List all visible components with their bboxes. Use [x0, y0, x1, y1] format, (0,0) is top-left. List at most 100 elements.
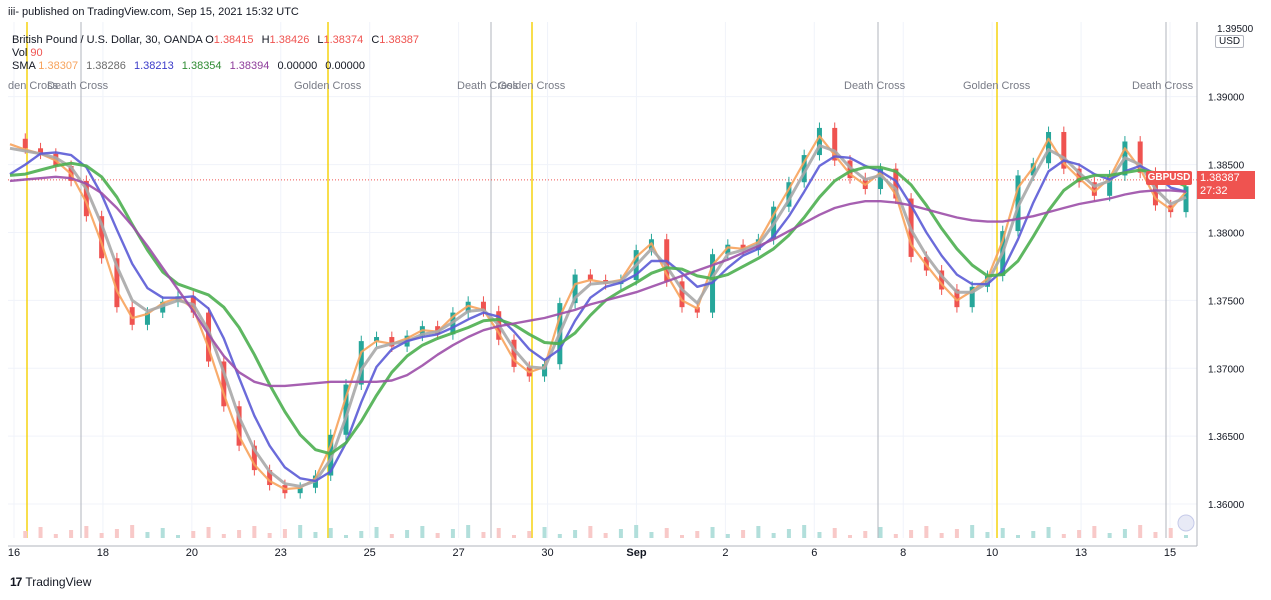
x-tick-label: 16 [8, 547, 20, 559]
volume-bar [557, 534, 562, 538]
candle-body [297, 487, 303, 494]
candle-body [725, 244, 731, 255]
sma-value-1: 1.38307 [38, 60, 79, 72]
volume-bar [1092, 526, 1097, 538]
close-label: C [371, 34, 380, 46]
candle-body [969, 286, 975, 308]
volume-bar [1138, 525, 1143, 538]
candle-body [114, 258, 120, 308]
candle-body [786, 182, 792, 207]
sma-line-5 [9, 175, 1187, 388]
last-price-value: 1.38387 [1200, 172, 1240, 184]
y-tick-label: 1.38000 [1208, 228, 1245, 239]
sma-value-3: 1.38213 [133, 60, 174, 72]
volume-bar [389, 534, 394, 538]
volume-bar [924, 526, 929, 538]
candle-body [878, 168, 884, 190]
candle-body [267, 470, 273, 486]
candle-body [480, 301, 486, 312]
flag-icon [1177, 514, 1195, 532]
candle-body [1046, 131, 1052, 164]
candle-body [358, 341, 364, 385]
volume-bar [695, 531, 700, 538]
volume-bar [512, 535, 516, 538]
x-tick-label: 27 [452, 547, 464, 559]
volume-bar [267, 533, 272, 538]
sma-label[interactable]: SMA [12, 60, 36, 72]
volume-bar [1077, 530, 1082, 538]
volume-bar [863, 531, 868, 538]
volume-bar [1122, 529, 1127, 538]
volume-bar [344, 535, 348, 538]
volume-bar [954, 529, 959, 538]
currency-unit-button[interactable]: USD [1215, 35, 1245, 48]
volume-bar [328, 528, 333, 538]
volume-bar [985, 532, 990, 538]
volume-bar [893, 534, 898, 538]
candle-body [893, 168, 899, 199]
volume-bar [1168, 528, 1173, 538]
cross-marker-label: Death Cross [47, 80, 109, 92]
sma-row: SMA 1.38307 1.38286 1.38213 1.38354 1.38… [12, 60, 424, 73]
candle-body [1107, 175, 1113, 196]
volume-bar [710, 527, 715, 538]
candle-body [939, 270, 945, 290]
open-label: O [205, 34, 214, 46]
volume-bar [618, 529, 623, 538]
volume-bar [206, 527, 211, 538]
volume-bar [786, 529, 791, 538]
cross-marker-label: Death Cross [1132, 80, 1194, 92]
last-price-label: 1.38387 27:32 [1197, 171, 1255, 199]
volume-bar [282, 529, 287, 538]
volume-bar [1184, 535, 1188, 538]
sma-value-4: 1.38354 [181, 60, 222, 72]
bar-countdown: 27:32 [1200, 185, 1228, 197]
volume-bar [114, 529, 119, 538]
volume-bar [53, 534, 58, 538]
x-tick-label: 15 [1164, 547, 1176, 559]
volume-bar [741, 530, 746, 538]
volume-bar [237, 530, 242, 538]
candle-body [542, 364, 548, 377]
candle-body [679, 281, 685, 308]
x-tick-label: Sep [626, 547, 646, 559]
volume-bar [99, 533, 104, 538]
volume-bar [802, 525, 807, 538]
volume-bar [1016, 535, 1020, 538]
candle-body [816, 127, 822, 156]
volume-bar [1107, 533, 1112, 538]
candle-body [954, 289, 960, 308]
volume-bar [664, 528, 669, 538]
candle-body [389, 337, 395, 347]
high-label: H [261, 34, 270, 46]
candle-body [144, 312, 150, 325]
candle-body [1076, 168, 1082, 183]
sma-line-2 [9, 144, 1187, 488]
candle-body [221, 361, 227, 407]
cross-marker-label: Death Cross [457, 80, 519, 92]
y-tick-label: 1.38500 [1208, 161, 1245, 172]
symbol-title[interactable]: British Pound / U.S. Dollar, 30, OANDA [12, 34, 203, 46]
tradingview-brand[interactable]: TradingView [25, 575, 92, 589]
volume-row: Vol 90 [12, 47, 424, 60]
x-tick-label: 30 [541, 547, 553, 559]
volume-bar [252, 526, 257, 538]
candle-body [22, 138, 28, 149]
y-tick-label: 1.36500 [1208, 432, 1245, 443]
volume-label[interactable]: Vol [12, 47, 28, 59]
volume-value: 90 [30, 47, 43, 59]
y-tick-label: 1.37500 [1208, 296, 1245, 307]
x-tick-label: 10 [986, 547, 998, 559]
x-tick-label: 23 [275, 547, 287, 559]
low-value: 1.38374 [323, 34, 364, 46]
volume-bar [450, 529, 455, 538]
x-tick-label: 8 [900, 547, 906, 559]
x-tick-label: 18 [97, 547, 109, 559]
volume-bar [878, 527, 883, 538]
candle-body [572, 274, 578, 304]
candle-body [206, 312, 212, 362]
volume-bar [435, 533, 440, 538]
sma-value-2: 1.38286 [86, 60, 126, 72]
volume-bar [130, 525, 135, 538]
